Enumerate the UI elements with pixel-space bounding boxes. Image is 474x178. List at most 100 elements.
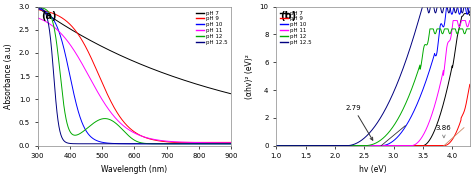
pH 11 [450, 20, 456, 22]
pH 12.5 [306, 145, 311, 147]
pH 7 [467, 14, 473, 17]
pH 10 [35, 7, 40, 10]
pH 12.5 [419, 6, 425, 8]
pH 7 [357, 145, 363, 147]
pH 12 [379, 138, 385, 140]
pH 12 [35, 6, 40, 8]
pH 12.5 [186, 143, 191, 145]
Line: pH 9: pH 9 [276, 84, 470, 146]
Line: pH 10: pH 10 [276, 7, 470, 146]
X-axis label: Wavelength (nm): Wavelength (nm) [101, 165, 167, 174]
pH 7 [306, 145, 311, 147]
pH 12.5 [299, 145, 305, 147]
pH 11 [375, 145, 381, 147]
Line: pH 10: pH 10 [37, 9, 231, 144]
pH 10 [113, 143, 119, 145]
pH 11 [306, 145, 311, 147]
pH 7 [186, 81, 191, 83]
pH 11 [186, 141, 191, 143]
pH 9 [467, 83, 473, 85]
pH 12.5 [113, 143, 119, 145]
pH 10 [357, 145, 363, 147]
pH 7 [120, 56, 126, 58]
pH 10 [228, 143, 234, 145]
pH 11 [357, 145, 363, 147]
pH 11 [113, 117, 119, 120]
pH 11 [273, 145, 279, 147]
pH 11 [379, 145, 385, 147]
Line: pH 9: pH 9 [37, 10, 231, 142]
pH 9 [186, 141, 191, 143]
pH 12.5 [162, 143, 168, 145]
pH 12.5 [375, 121, 381, 123]
Y-axis label: (αhv)² (eV)²: (αhv)² (eV)² [245, 54, 254, 99]
pH 7 [461, 12, 467, 15]
pH 7 [379, 145, 385, 147]
pH 12 [168, 143, 173, 145]
pH 12 [427, 28, 433, 30]
pH 12 [306, 145, 311, 147]
pH 10 [299, 145, 305, 147]
pH 7 [189, 82, 195, 84]
pH 9 [55, 14, 60, 16]
pH 10 [467, 6, 473, 8]
pH 9 [35, 9, 40, 11]
pH 10 [168, 143, 173, 145]
X-axis label: hv (eV): hv (eV) [359, 165, 387, 174]
pH 11 [228, 142, 234, 144]
Line: pH 12: pH 12 [37, 7, 231, 144]
pH 9 [228, 141, 234, 143]
pH 12.5 [379, 114, 385, 116]
Legend: pH 7, pH 9, pH 10, pH 11, pH 12, pH 12.5: pH 7, pH 9, pH 10, pH 11, pH 12, pH 12.5 [195, 9, 228, 46]
pH 11 [55, 29, 60, 31]
pH 12 [467, 28, 473, 30]
pH 11 [168, 140, 173, 143]
Text: (a): (a) [42, 11, 57, 21]
pH 10 [55, 26, 60, 28]
Line: pH 7: pH 7 [276, 14, 470, 146]
pH 12 [228, 143, 234, 145]
pH 9 [171, 141, 177, 143]
pH 12 [273, 145, 279, 147]
pH 10 [186, 143, 191, 145]
Line: pH 11: pH 11 [276, 21, 470, 146]
pH 9 [113, 109, 119, 112]
pH 12 [299, 145, 305, 147]
pH 9 [375, 145, 381, 147]
pH 9 [338, 145, 344, 147]
pH 7 [228, 93, 234, 95]
pH 10 [120, 143, 126, 145]
pH 12.5 [357, 140, 363, 142]
pH 12 [113, 122, 119, 124]
pH 11 [189, 141, 195, 143]
pH 7 [273, 145, 279, 147]
pH 12 [228, 143, 234, 145]
pH 10 [273, 145, 279, 147]
pH 10 [338, 145, 344, 147]
pH 9 [190, 141, 195, 143]
pH 9 [120, 120, 126, 122]
pH 11 [35, 17, 40, 19]
Line: pH 7: pH 7 [37, 8, 231, 94]
pH 12.5 [228, 143, 234, 145]
pH 12.5 [273, 145, 279, 147]
pH 11 [299, 145, 305, 147]
pH 7 [55, 20, 60, 22]
pH 12 [375, 141, 381, 143]
pH 12.5 [190, 143, 195, 145]
Legend: pH 7, pH 9, pH 10, pH 11, pH 12, pH 12.5: pH 7, pH 9, pH 10, pH 11, pH 12, pH 12.5 [279, 9, 313, 46]
pH 10 [379, 145, 385, 147]
pH 11 [467, 20, 473, 22]
pH 10 [375, 145, 381, 147]
Text: (b): (b) [280, 11, 296, 21]
pH 12 [55, 48, 60, 50]
Text: 3.86: 3.86 [436, 125, 452, 138]
Line: pH 11: pH 11 [37, 18, 231, 143]
pH 12 [120, 129, 126, 131]
pH 7 [113, 52, 119, 54]
pH 7 [35, 7, 40, 9]
pH 12.5 [55, 115, 60, 117]
pH 9 [168, 141, 173, 143]
pH 12 [186, 143, 191, 145]
pH 10 [444, 6, 449, 8]
